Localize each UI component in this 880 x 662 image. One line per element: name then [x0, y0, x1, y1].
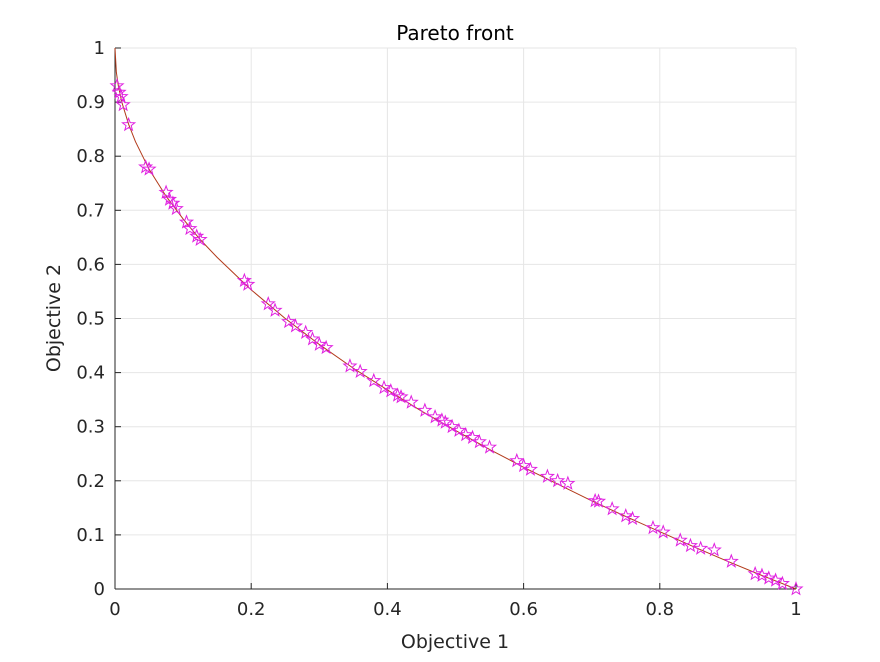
- data-point: [281, 313, 297, 329]
- data-point: [706, 542, 722, 557]
- data-point: [754, 567, 770, 582]
- data-point: [516, 457, 532, 473]
- data-point: [182, 220, 198, 236]
- data-point: [403, 394, 419, 409]
- data-point: [267, 302, 283, 317]
- data-point: [655, 524, 671, 539]
- ticks: 0 0.2 0.4 0.6 0.8 1 0 0.1 0.2 0.3 0.4 0.5 0.6 0.7 0.8 0…: [76, 38, 801, 620]
- data-point: [383, 383, 399, 398]
- data-point: [366, 372, 382, 388]
- data-point: [260, 295, 276, 311]
- x-tick-label: 0.6: [509, 599, 538, 620]
- data-point: [109, 77, 125, 93]
- data-point: [672, 532, 688, 547]
- data-point: [113, 88, 129, 104]
- data-point: [287, 318, 304, 333]
- data-point: [618, 508, 634, 523]
- x-tick-label: 0.4: [373, 599, 402, 620]
- data-point: [550, 472, 566, 488]
- data-point: [165, 195, 181, 210]
- data-point: [189, 228, 205, 243]
- data-point: [161, 191, 178, 206]
- series: [109, 47, 804, 596]
- data-point: [115, 96, 131, 112]
- data-point: [522, 461, 538, 476]
- y-tick-label: 0.5: [76, 309, 105, 330]
- y-tick-label: 0.8: [76, 146, 105, 167]
- data-point: [298, 324, 314, 339]
- data-point: [158, 184, 174, 199]
- x-tick-label: 1: [790, 599, 801, 620]
- x-axis-label: Objective 1: [401, 631, 509, 653]
- data-point: [451, 422, 467, 437]
- data-point: [393, 389, 409, 404]
- y-tick-label: 0.1: [76, 525, 105, 546]
- data-point: [747, 565, 763, 581]
- data-point: [240, 276, 256, 291]
- y-tick-label: 0.7: [76, 200, 105, 221]
- data-point: [304, 331, 321, 346]
- data-point: [444, 418, 460, 434]
- x-tick-label: 0.2: [237, 599, 266, 620]
- data-point: [481, 439, 498, 454]
- data-point: [471, 433, 487, 449]
- data-point: [376, 379, 392, 395]
- data-point: [437, 414, 453, 429]
- data-point: [318, 339, 334, 355]
- y-tick-label: 0.4: [76, 363, 105, 384]
- data-point: [121, 116, 137, 132]
- data-point: [682, 537, 699, 553]
- data-point: [761, 570, 777, 585]
- data-point: [723, 553, 739, 568]
- data-point: [560, 475, 576, 490]
- x-tick-label: 0.8: [645, 599, 674, 620]
- data-point: [539, 468, 555, 483]
- data-point: [625, 510, 641, 526]
- y-tick-label: 0.6: [76, 254, 105, 275]
- data-point: [111, 84, 127, 99]
- data-point: [352, 363, 368, 378]
- y-tick-label: 0.2: [76, 471, 105, 492]
- y-tick-label: 1: [94, 38, 105, 59]
- data-point: [192, 231, 208, 246]
- data-point: [178, 214, 195, 229]
- pareto-front-line: [114, 47, 797, 590]
- y-tick-label: 0.3: [76, 417, 105, 438]
- data-point: [788, 581, 804, 596]
- data-point: [604, 500, 620, 516]
- y-tick-label: 0: [94, 579, 105, 600]
- data-point: [458, 426, 474, 442]
- data-point: [774, 575, 790, 591]
- data-point: [168, 200, 184, 216]
- grid: [115, 47, 797, 589]
- chart-title: Pareto front: [396, 21, 514, 45]
- data-point: [417, 402, 433, 417]
- data-point: [427, 409, 443, 424]
- data-point: [645, 519, 661, 535]
- y-tick-label: 0.9: [76, 92, 105, 113]
- data-point: [141, 161, 157, 176]
- y-axis-label: Objective 2: [43, 264, 65, 372]
- data-point: [236, 272, 252, 288]
- x-tick-label: 0: [109, 599, 120, 620]
- data-point: [311, 336, 327, 351]
- data-point: [342, 358, 358, 373]
- data-point: [693, 540, 709, 555]
- data-point: [768, 572, 784, 587]
- data-point: [464, 429, 481, 444]
- data-point: [590, 493, 607, 508]
